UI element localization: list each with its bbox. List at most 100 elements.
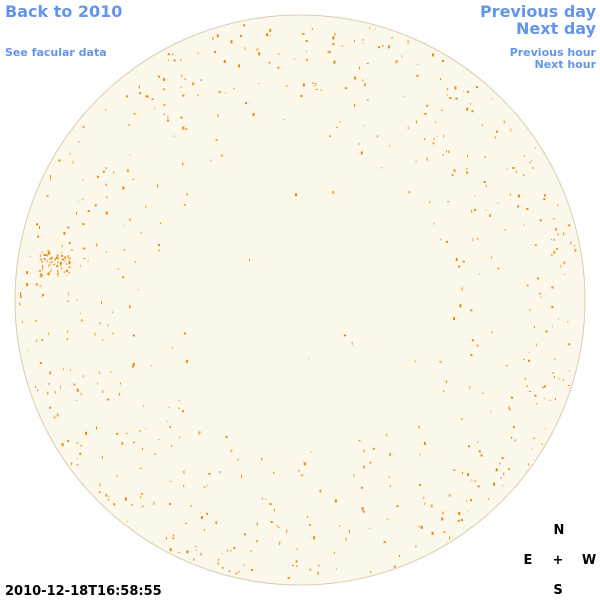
facula	[285, 85, 288, 87]
facula	[295, 559, 298, 563]
facula	[65, 263, 67, 265]
previous-day-link[interactable]: Previous day	[480, 2, 597, 21]
facula	[76, 299, 78, 301]
facula	[557, 233, 559, 236]
facula	[445, 380, 447, 384]
facula	[454, 86, 457, 90]
facula	[68, 257, 71, 260]
facula	[560, 264, 562, 268]
facula	[440, 238, 442, 241]
facula	[215, 521, 218, 525]
facula	[62, 368, 64, 371]
facula	[446, 93, 448, 96]
facula	[433, 138, 435, 141]
facula	[183, 203, 186, 206]
facula	[553, 251, 556, 254]
facula	[184, 332, 186, 335]
facula	[172, 53, 173, 56]
facula	[553, 238, 555, 241]
facula	[369, 27, 371, 30]
facula	[167, 115, 169, 119]
facula	[268, 35, 271, 37]
facula	[39, 253, 41, 257]
facula	[195, 545, 197, 548]
facula	[61, 258, 64, 261]
facula	[523, 224, 525, 226]
facula	[461, 287, 463, 291]
facula	[49, 262, 51, 264]
facula	[503, 472, 505, 476]
facula	[97, 382, 99, 385]
facula	[306, 58, 308, 61]
next-hour-link[interactable]: Next hour	[535, 58, 597, 71]
previous-hour-link[interactable]: Previous hour	[510, 46, 597, 59]
facula	[39, 274, 42, 278]
facula	[238, 571, 241, 573]
facula	[158, 439, 160, 441]
facula	[328, 51, 331, 54]
facula	[432, 142, 435, 145]
facula	[196, 549, 197, 551]
facula	[477, 485, 480, 488]
facula	[134, 261, 137, 263]
facula	[497, 267, 500, 270]
facula	[509, 405, 510, 407]
facula	[470, 309, 473, 312]
facula	[311, 82, 314, 84]
facula	[447, 88, 449, 91]
facula	[96, 175, 99, 178]
facula	[295, 193, 297, 197]
facula	[230, 40, 233, 44]
facula	[287, 577, 290, 580]
facula	[529, 161, 531, 164]
facula	[510, 128, 512, 132]
compass-center: +	[553, 553, 564, 568]
facula	[511, 436, 513, 439]
facula	[51, 261, 53, 263]
back-link[interactable]: Back to 2010	[5, 2, 122, 21]
facula	[432, 53, 434, 57]
facula	[49, 264, 51, 266]
facula	[215, 139, 218, 141]
facula	[76, 442, 79, 444]
facula	[573, 245, 576, 247]
facula	[182, 94, 185, 97]
facula	[238, 64, 241, 68]
facula	[76, 464, 79, 466]
facula	[82, 223, 85, 226]
facula	[536, 402, 538, 405]
facula	[485, 184, 487, 187]
facula	[466, 167, 468, 170]
next-day-link[interactable]: Next day	[516, 19, 597, 38]
facula	[99, 322, 101, 325]
facula	[169, 480, 172, 482]
facula	[358, 143, 360, 146]
facula	[105, 108, 107, 111]
facula	[415, 120, 417, 124]
facula	[183, 485, 185, 488]
facula	[252, 113, 255, 117]
facula	[160, 222, 162, 225]
facula	[273, 471, 275, 474]
facula	[362, 510, 365, 513]
facula	[79, 312, 81, 314]
facula	[494, 136, 496, 139]
facula	[98, 491, 101, 494]
facula	[434, 121, 436, 124]
facula	[514, 439, 516, 442]
facula	[332, 190, 335, 194]
facula	[366, 62, 369, 64]
facula	[531, 160, 533, 162]
facula	[111, 311, 113, 313]
facula	[105, 167, 107, 170]
facula	[469, 386, 471, 389]
facula	[51, 256, 53, 259]
facula	[335, 568, 337, 570]
facular-link[interactable]: See facular data	[5, 46, 107, 59]
facula	[360, 486, 363, 489]
facula	[154, 453, 157, 455]
facula	[407, 40, 409, 44]
facula	[47, 273, 50, 275]
facula	[68, 266, 71, 269]
